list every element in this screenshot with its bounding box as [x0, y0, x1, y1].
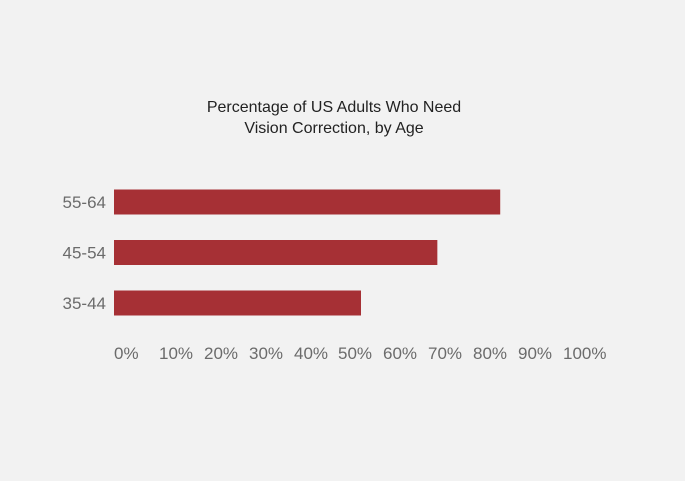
bar-55-64: [114, 189, 501, 215]
category-label-45-54: 45-54: [63, 244, 106, 263]
chart-title: Percentage of US Adults Who Need Vision …: [207, 99, 461, 137]
x-tick-label: 0%: [114, 344, 139, 363]
x-tick-label: 20%: [204, 344, 238, 363]
x-tick-label: 50%: [338, 344, 372, 363]
bar-35-44: [114, 290, 361, 316]
bar-45-54: [114, 240, 438, 265]
x-tick-label: 90%: [518, 344, 552, 363]
x-tick-label: 80%: [473, 344, 507, 363]
chart-title-line-1: Percentage of US Adults Who Need: [207, 99, 461, 116]
x-tick-label: 60%: [383, 344, 417, 363]
bars-group: [114, 189, 501, 316]
category-label-35-44: 35-44: [63, 294, 106, 313]
x-tick-label: 100%: [563, 344, 606, 363]
category-labels: 55-64 45-54 35-44: [63, 193, 106, 313]
x-tick-label: 10%: [159, 344, 193, 363]
x-tick-label: 70%: [428, 344, 462, 363]
x-tick-label: 40%: [294, 344, 328, 363]
x-axis-tick-labels: 0% 10% 20% 30% 40% 50% 60% 70% 80% 90% 100%: [114, 344, 606, 363]
category-label-55-64: 55-64: [63, 193, 106, 212]
x-tick-label: 30%: [249, 344, 283, 363]
chart-title-line-2: Vision Correction, by Age: [244, 120, 423, 137]
